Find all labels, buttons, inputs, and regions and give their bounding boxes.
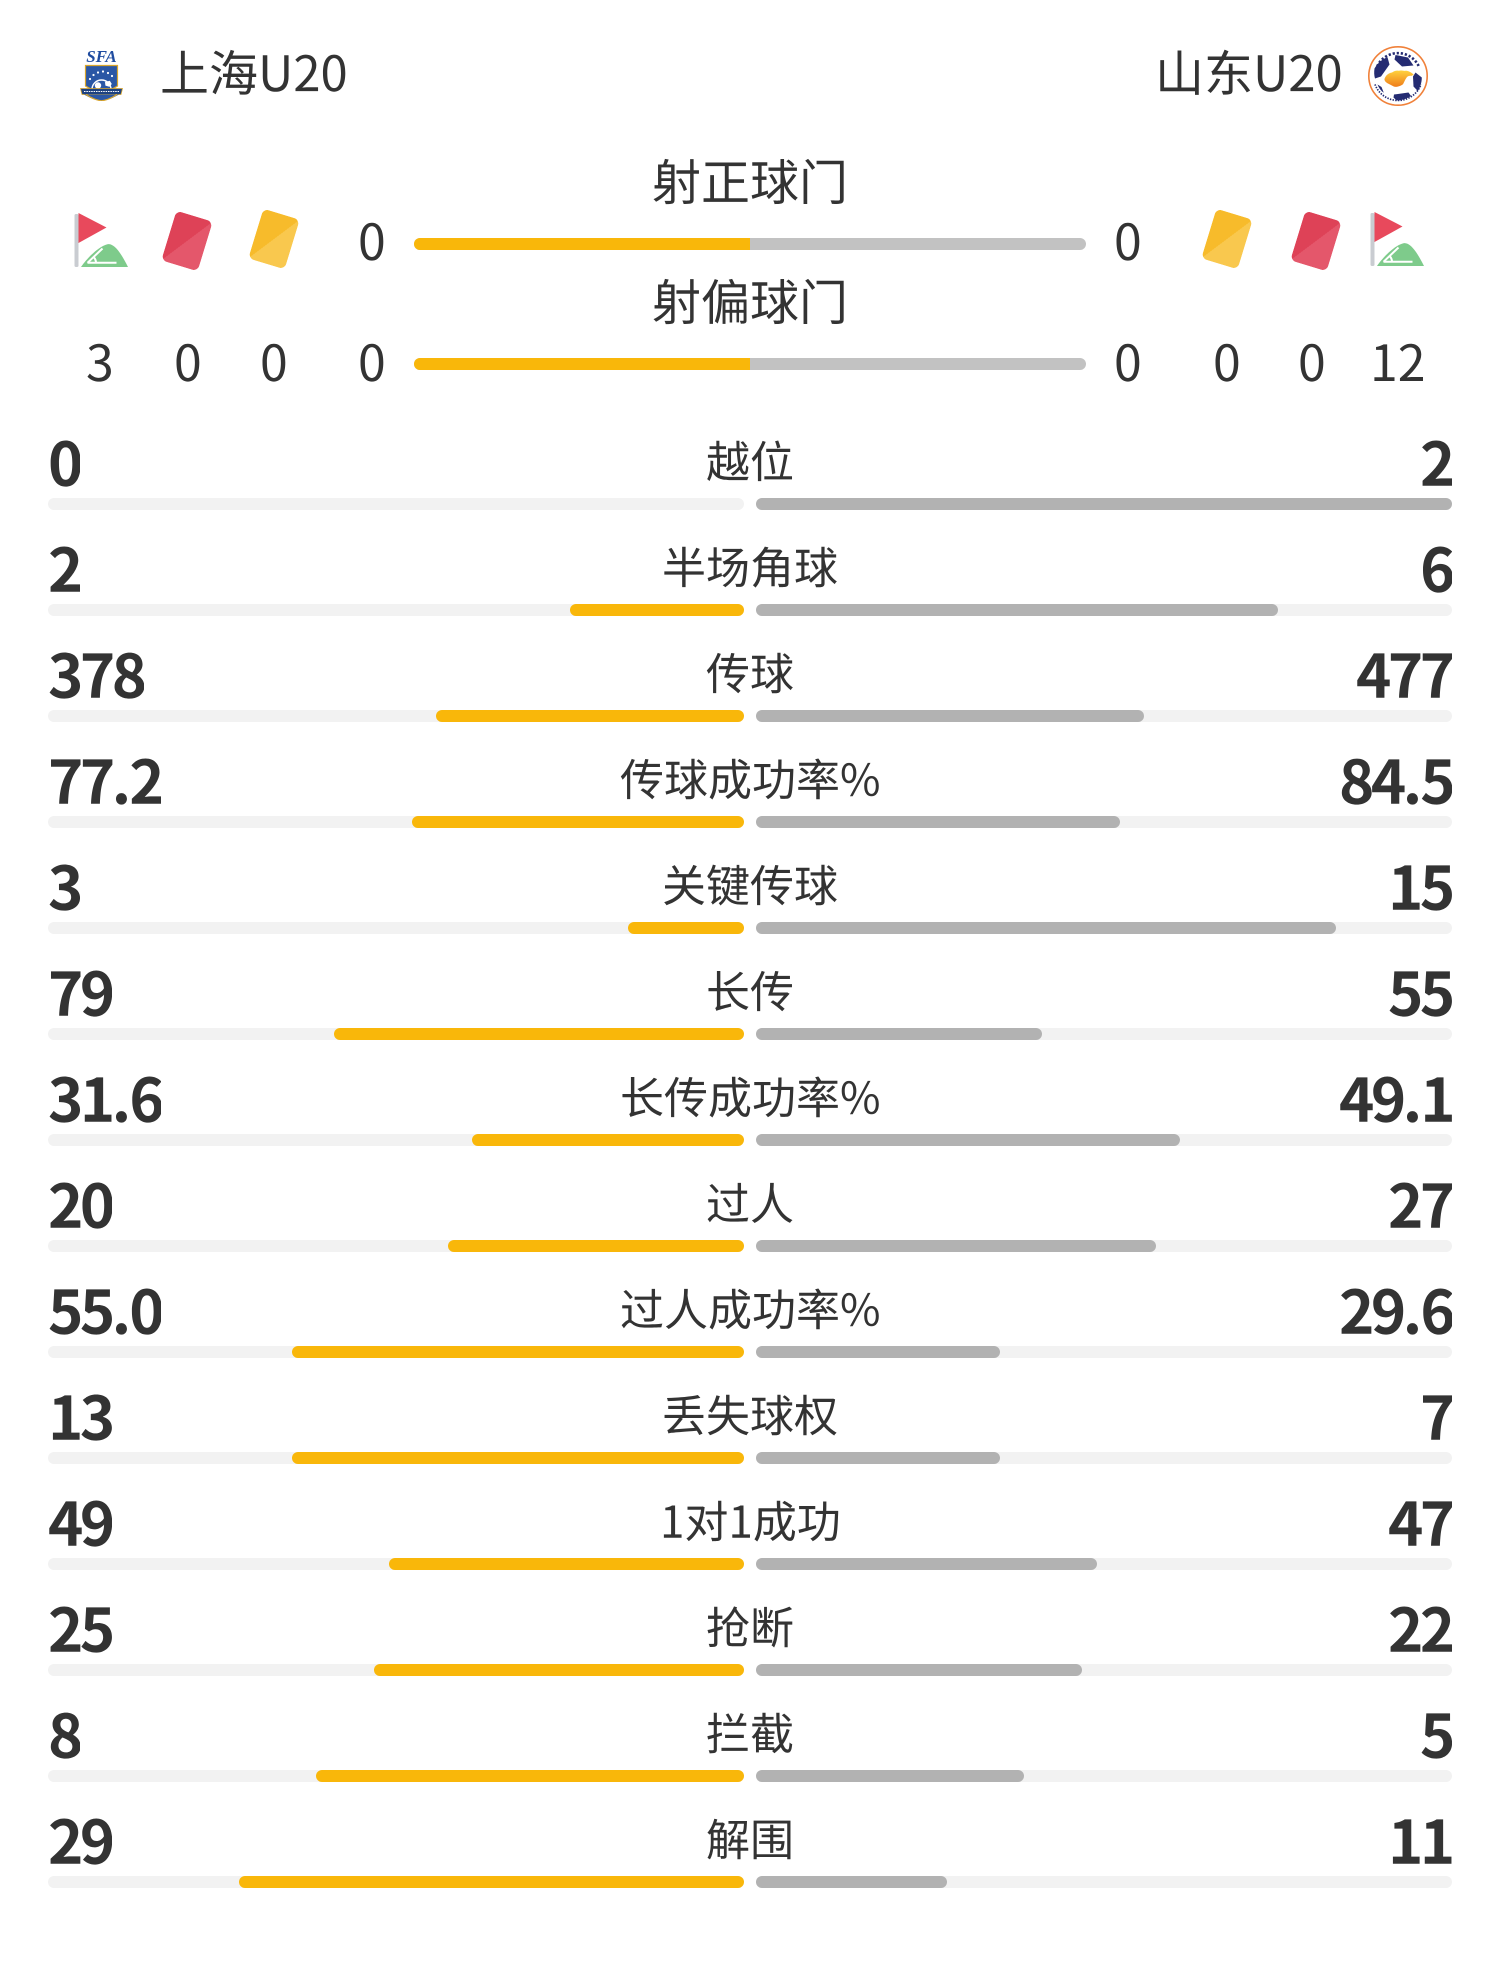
- svg-text:SFA: SFA: [86, 48, 117, 66]
